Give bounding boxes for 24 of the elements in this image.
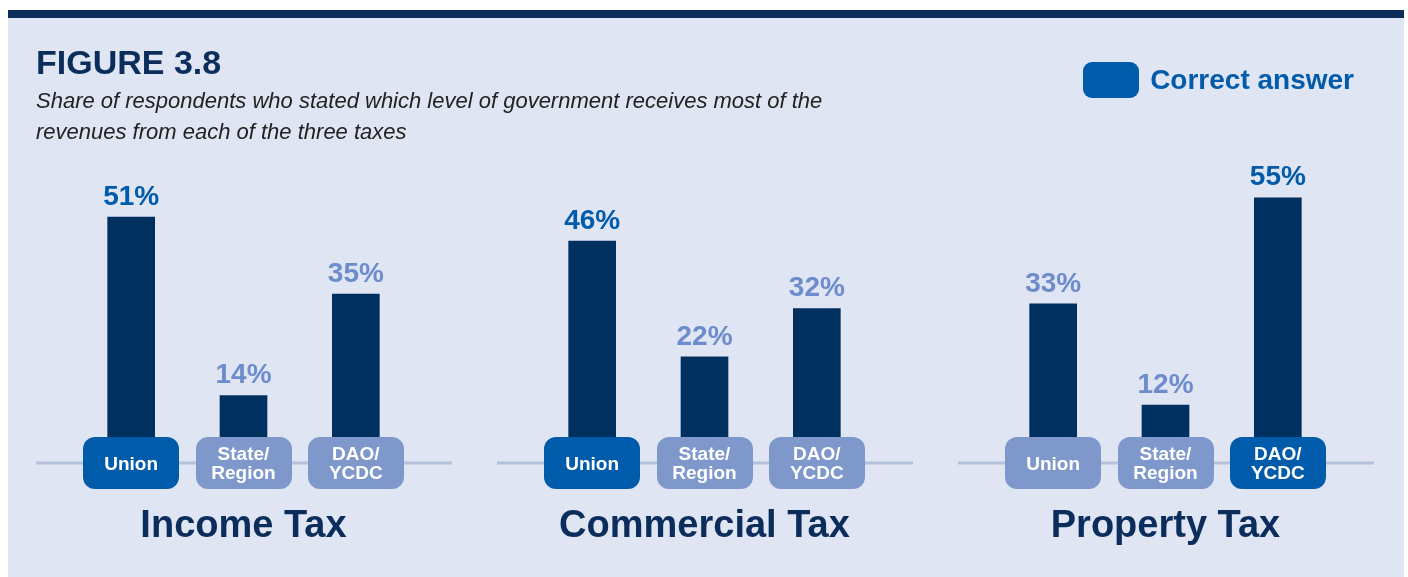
x-axis-title: Commercial Tax <box>559 503 850 545</box>
data-label: 12% <box>1137 367 1194 399</box>
x-tick-label: Union <box>565 452 620 474</box>
x-tick-label: Union <box>104 452 159 474</box>
x-axis-title: Property Tax <box>1050 503 1281 545</box>
data-label: 33% <box>1025 266 1082 298</box>
x-tick-label: State/Region <box>211 443 276 483</box>
legend-title: Correct answer <box>1150 64 1354 96</box>
x-tick-label: State/Region <box>1133 443 1198 483</box>
data-label: 14% <box>215 358 272 390</box>
x-axis-title: Income Tax <box>140 503 347 545</box>
x-tick-label: DAO/YCDC <box>1250 443 1305 483</box>
data-label: 46% <box>564 203 621 235</box>
x-tick-label: State/Region <box>672 443 737 483</box>
x-tick-label: DAO/YCDC <box>789 443 844 483</box>
x-tick-label: Union <box>1026 452 1081 474</box>
data-label: 55% <box>1249 160 1306 192</box>
data-label: 22% <box>676 319 733 351</box>
data-label: 51% <box>103 179 160 211</box>
data-label: 35% <box>327 256 384 288</box>
x-tick-label: DAO/YCDC <box>328 443 383 483</box>
chart-title: FIGURE 3.8 <box>36 42 222 82</box>
data-label: 32% <box>788 271 845 303</box>
chart-subtitle: Share of respondents who stated which level of government receives most of the revenues from each of the three taxes <box>36 87 824 146</box>
